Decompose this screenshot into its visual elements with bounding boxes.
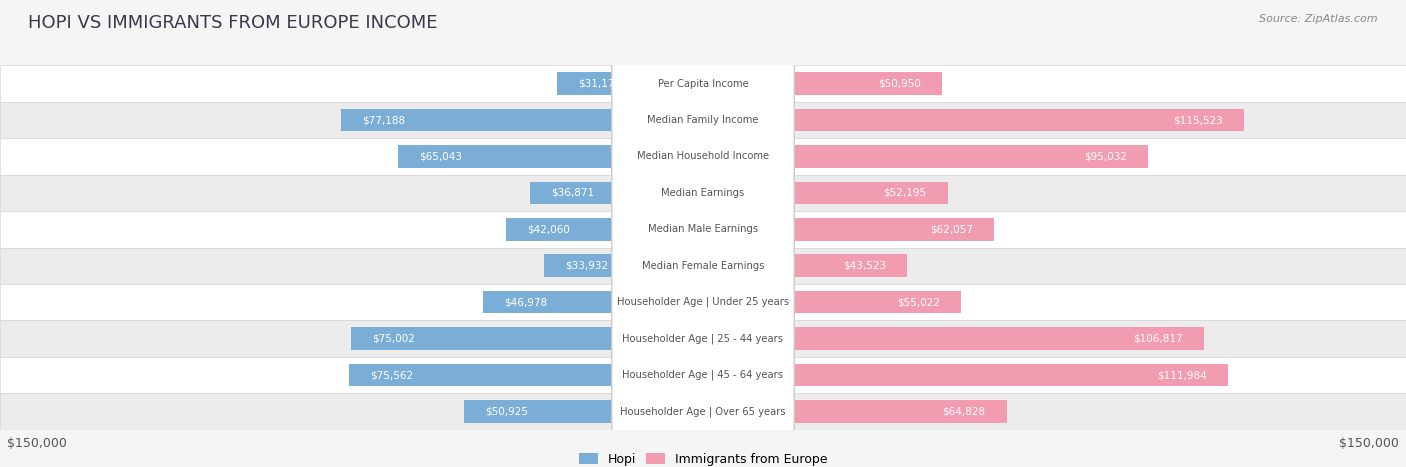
Bar (342, 109, 703, 131)
Text: Median Household Income: Median Household Income (637, 151, 769, 162)
Text: Householder Age | 45 - 64 years: Householder Age | 45 - 64 years (623, 370, 783, 380)
FancyBboxPatch shape (612, 0, 794, 467)
Text: $75,562: $75,562 (370, 370, 413, 380)
Bar (703, 255, 907, 277)
Bar (544, 255, 703, 277)
Text: Per Capita Income: Per Capita Income (658, 78, 748, 89)
Text: HOPI VS IMMIGRANTS FROM EUROPE INCOME: HOPI VS IMMIGRANTS FROM EUROPE INCOME (28, 14, 437, 32)
Text: Median Female Earnings: Median Female Earnings (641, 261, 765, 271)
FancyBboxPatch shape (612, 0, 794, 467)
Bar (703, 109, 1244, 131)
Text: $33,932: $33,932 (565, 261, 609, 271)
Text: $52,195: $52,195 (883, 188, 927, 198)
Bar (557, 72, 703, 95)
FancyBboxPatch shape (612, 0, 794, 467)
Text: $64,828: $64,828 (942, 406, 986, 417)
Bar (703, 291, 960, 313)
Text: $50,925: $50,925 (485, 406, 529, 417)
Bar (703, 400, 1007, 423)
Bar (0, 138, 1406, 175)
Text: Source: ZipAtlas.com: Source: ZipAtlas.com (1260, 14, 1378, 24)
FancyBboxPatch shape (612, 0, 794, 467)
Text: Median Earnings: Median Earnings (661, 188, 745, 198)
FancyBboxPatch shape (612, 0, 794, 467)
Text: Householder Age | 25 - 44 years: Householder Age | 25 - 44 years (623, 333, 783, 344)
Bar (482, 291, 703, 313)
Legend: Hopi, Immigrants from Europe: Hopi, Immigrants from Europe (574, 448, 832, 467)
FancyBboxPatch shape (612, 0, 794, 467)
Text: $150,000: $150,000 (1339, 437, 1399, 450)
Bar (352, 327, 703, 350)
Bar (703, 327, 1204, 350)
FancyBboxPatch shape (612, 0, 794, 467)
Text: $36,871: $36,871 (551, 188, 595, 198)
Bar (349, 364, 703, 386)
Text: $115,523: $115,523 (1174, 115, 1223, 125)
Text: $75,002: $75,002 (373, 333, 415, 344)
Text: $150,000: $150,000 (7, 437, 67, 450)
Text: $62,057: $62,057 (929, 224, 973, 234)
Text: $77,188: $77,188 (363, 115, 405, 125)
Text: $50,950: $50,950 (877, 78, 921, 89)
Text: Householder Age | Over 65 years: Householder Age | Over 65 years (620, 406, 786, 417)
Bar (0, 284, 1406, 320)
Bar (0, 248, 1406, 284)
Text: Median Male Earnings: Median Male Earnings (648, 224, 758, 234)
Bar (0, 65, 1406, 102)
Bar (506, 218, 703, 241)
Text: $95,032: $95,032 (1084, 151, 1128, 162)
Bar (703, 182, 948, 204)
Text: $111,984: $111,984 (1157, 370, 1206, 380)
Bar (703, 364, 1227, 386)
Text: Householder Age | Under 25 years: Householder Age | Under 25 years (617, 297, 789, 307)
Bar (0, 393, 1406, 430)
Text: $43,523: $43,523 (842, 261, 886, 271)
Bar (0, 211, 1406, 248)
Text: $106,817: $106,817 (1133, 333, 1182, 344)
Bar (0, 102, 1406, 138)
Text: $55,022: $55,022 (897, 297, 939, 307)
FancyBboxPatch shape (612, 0, 794, 467)
FancyBboxPatch shape (612, 0, 794, 467)
FancyBboxPatch shape (612, 0, 794, 467)
Text: Median Family Income: Median Family Income (647, 115, 759, 125)
Text: $42,060: $42,060 (527, 224, 569, 234)
Bar (0, 357, 1406, 393)
Bar (703, 145, 1149, 168)
Bar (703, 218, 994, 241)
Text: $46,978: $46,978 (503, 297, 547, 307)
Bar (398, 145, 703, 168)
Bar (464, 400, 703, 423)
Text: $65,043: $65,043 (419, 151, 463, 162)
Bar (703, 72, 942, 95)
Bar (530, 182, 703, 204)
Bar (0, 175, 1406, 211)
Bar (0, 320, 1406, 357)
Text: $31,177: $31,177 (578, 78, 621, 89)
